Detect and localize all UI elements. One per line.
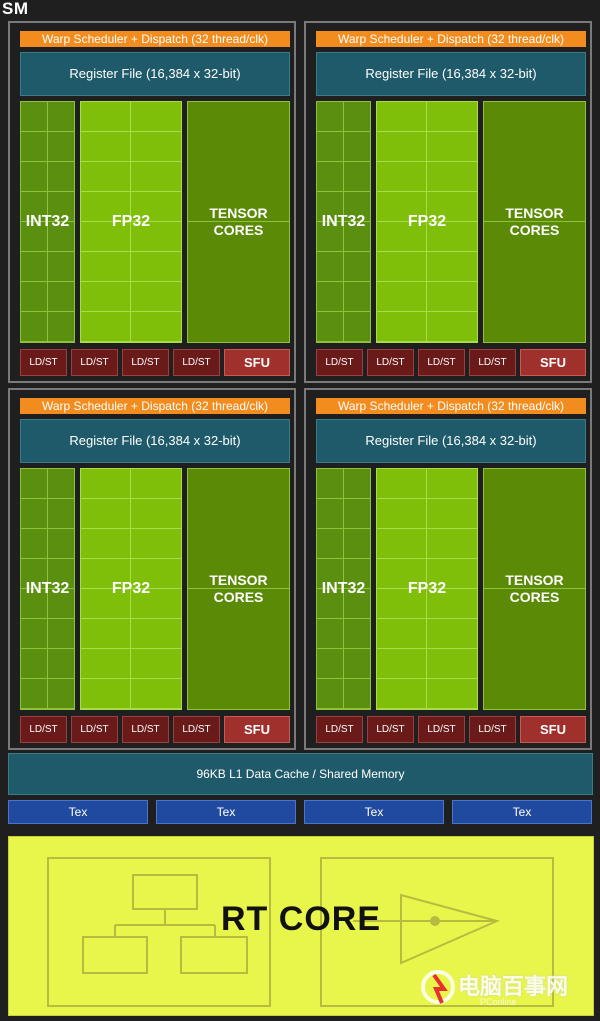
bvh-panel	[47, 857, 271, 1007]
rt-core-graphics	[82, 874, 501, 974]
register-file: Register File (16,384 x 32-bit)	[20, 52, 290, 96]
rt-core-label: RT CORE	[221, 900, 381, 938]
tensor-label-line2: CORES	[509, 589, 560, 605]
ldst-unit: LD/ST	[469, 716, 516, 743]
ldst-unit: LD/ST	[316, 716, 363, 743]
register-file: Register File (16,384 x 32-bit)	[316, 419, 586, 463]
tensor-cores: TENSOR CORES	[187, 468, 290, 710]
register-file: Register File (16,384 x 32-bit)	[316, 52, 586, 96]
processing-block-2: Warp Scheduler + Dispatch (32 thread/clk…	[304, 21, 592, 383]
ldst-unit: LD/ST	[20, 349, 67, 376]
sfu-unit: SFU	[224, 349, 290, 376]
int32-label: INT32	[321, 580, 366, 597]
tensor-label: TENSOR CORES	[188, 205, 289, 239]
fp32-label: FP32	[407, 213, 447, 230]
fp32-units: FP32	[80, 468, 182, 710]
ray-triangle-icon	[353, 893, 501, 965]
int32-units: INT32	[20, 101, 75, 343]
tensor-label-line2: CORES	[213, 222, 264, 238]
tex-unit: Tex	[452, 800, 592, 824]
rt-core: RT CORE	[8, 836, 594, 1016]
processing-block-4: Warp Scheduler + Dispatch (32 thread/clk…	[304, 388, 592, 750]
warp-scheduler: Warp Scheduler + Dispatch (32 thread/clk…	[316, 31, 586, 47]
watermark-subtext: PConline	[480, 997, 517, 1007]
fp32-label: FP32	[111, 213, 151, 230]
tensor-label-line1: TENSOR	[505, 572, 564, 588]
ldst-unit: LD/ST	[367, 716, 414, 743]
tex-unit: Tex	[156, 800, 296, 824]
ldst-unit: LD/ST	[173, 716, 220, 743]
ldst-unit: LD/ST	[418, 349, 465, 376]
ldst-unit: LD/ST	[469, 349, 516, 376]
warp-scheduler: Warp Scheduler + Dispatch (32 thread/clk…	[20, 398, 290, 414]
watermark: 电脑百事网 PConline	[420, 965, 596, 1017]
int32-units: INT32	[20, 468, 75, 710]
ldst-unit: LD/ST	[122, 349, 169, 376]
ldst-unit: LD/ST	[122, 716, 169, 743]
warp-scheduler: Warp Scheduler + Dispatch (32 thread/clk…	[20, 31, 290, 47]
tensor-cores: TENSOR CORES	[187, 101, 290, 343]
ldst-unit: LD/ST	[173, 349, 220, 376]
fp32-units: FP32	[376, 101, 478, 343]
tex-unit: Tex	[8, 800, 148, 824]
int32-units: INT32	[316, 468, 371, 710]
sfu-unit: SFU	[224, 716, 290, 743]
int32-label: INT32	[25, 580, 70, 597]
ldst-unit: LD/ST	[71, 716, 118, 743]
processing-block-1: Warp Scheduler + Dispatch (32 thread/clk…	[8, 21, 296, 383]
sfu-unit: SFU	[520, 349, 586, 376]
ldst-unit: LD/ST	[367, 349, 414, 376]
tensor-label-line1: TENSOR	[209, 572, 268, 588]
tensor-cores: TENSOR CORES	[483, 101, 586, 343]
tensor-cores: TENSOR CORES	[483, 468, 586, 710]
sm-title: SM	[2, 0, 29, 18]
ldst-unit: LD/ST	[71, 349, 118, 376]
tensor-label: TENSOR CORES	[188, 572, 289, 606]
processing-block-3: Warp Scheduler + Dispatch (32 thread/clk…	[8, 388, 296, 750]
fp32-units: FP32	[376, 468, 478, 710]
ldst-unit: LD/ST	[20, 716, 67, 743]
ldst-unit: LD/ST	[418, 716, 465, 743]
register-file: Register File (16,384 x 32-bit)	[20, 419, 290, 463]
fp32-label: FP32	[111, 580, 151, 597]
int32-units: INT32	[316, 101, 371, 343]
tex-unit: Tex	[304, 800, 444, 824]
intersection-panel	[320, 857, 554, 1007]
warp-scheduler: Warp Scheduler + Dispatch (32 thread/clk…	[316, 398, 586, 414]
bvh-tree-icon	[82, 874, 248, 974]
tensor-label: TENSOR CORES	[484, 205, 585, 239]
sfu-unit: SFU	[520, 716, 586, 743]
tensor-label-line2: CORES	[509, 222, 560, 238]
tensor-label: TENSOR CORES	[484, 572, 585, 606]
int32-label: INT32	[25, 213, 70, 230]
fp32-units: FP32	[80, 101, 182, 343]
tensor-label-line1: TENSOR	[505, 205, 564, 221]
ldst-unit: LD/ST	[316, 349, 363, 376]
tensor-label-line1: TENSOR	[209, 205, 268, 221]
tensor-label-line2: CORES	[213, 589, 264, 605]
int32-label: INT32	[321, 213, 366, 230]
fp32-label: FP32	[407, 580, 447, 597]
l1-cache: 96KB L1 Data Cache / Shared Memory	[8, 753, 593, 795]
watermark-logo-icon	[421, 970, 455, 1004]
watermark-text: 电脑百事网	[458, 974, 569, 999]
